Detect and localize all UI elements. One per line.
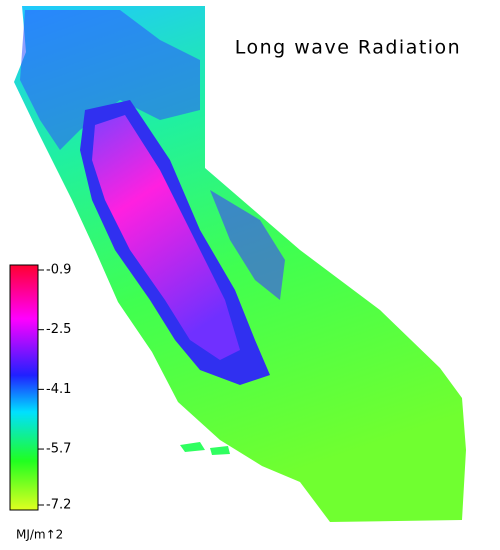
island: [180, 442, 205, 452]
colorbar-tick-label: -2.5: [46, 322, 71, 337]
colorbar-tick-label: -4.1: [46, 382, 71, 397]
colorbar-ticks: -0.9 -2.5 -4.1 -5.7 -7.2: [38, 263, 71, 513]
colorbar-unit: MJ/m↑2: [16, 528, 63, 542]
valley-magenta: [92, 115, 240, 360]
colorbar: [9, 264, 39, 511]
map-title: Long wave Radiation: [235, 37, 461, 59]
california-map: [14, 6, 466, 522]
sierra-blue: [210, 190, 285, 300]
island: [210, 446, 230, 455]
colorbar-tick-label: -5.7: [46, 442, 71, 457]
colorbar-tick-label: -0.9: [46, 263, 71, 278]
colorbar-tick-label: -7.2: [46, 498, 71, 513]
northern-blue-region: [20, 10, 200, 150]
